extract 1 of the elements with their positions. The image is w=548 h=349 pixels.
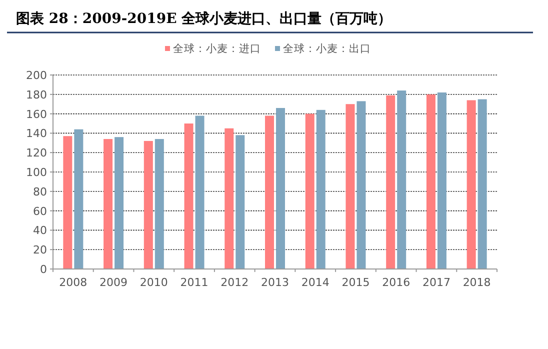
title: 图表 28：2009-2019E 全球小麦进口、出口量（百万吨） xyxy=(16,11,392,27)
